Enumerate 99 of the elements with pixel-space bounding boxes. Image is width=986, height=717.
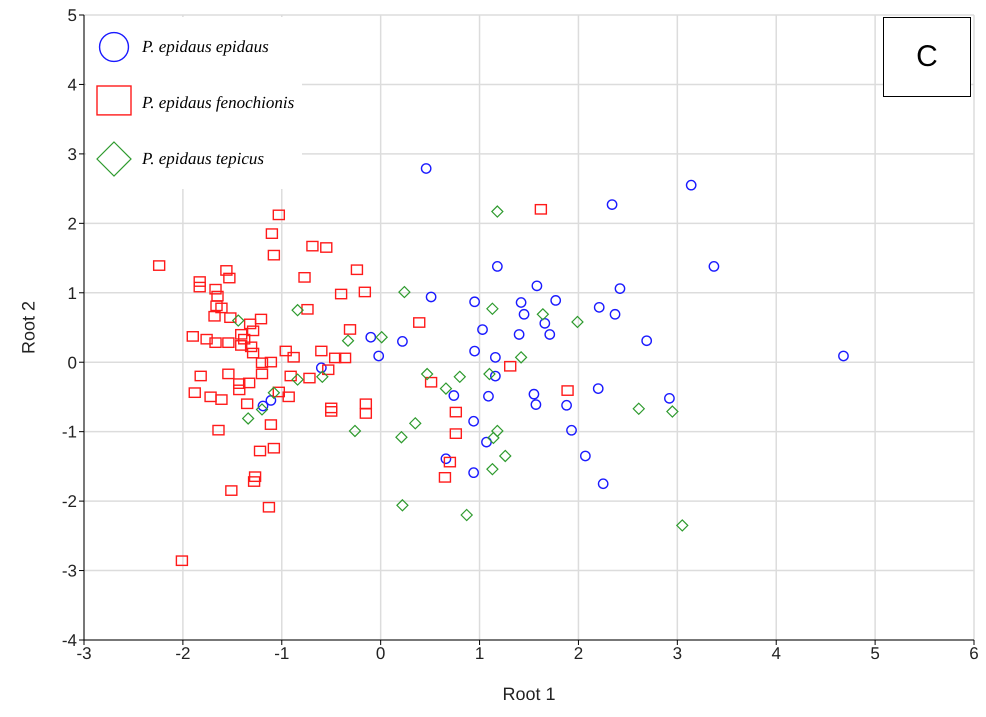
- point: [566, 424, 577, 436]
- legend-label: P. epidaus tepicus: [142, 149, 264, 169]
- point: [516, 297, 526, 308]
- y-tick-label: -1: [62, 422, 77, 442]
- y-tick-label: 1: [68, 284, 77, 303]
- legend-label: P. epidaus epidaus: [142, 37, 269, 57]
- point: [641, 335, 652, 346]
- point: [342, 334, 354, 347]
- point: [598, 478, 609, 490]
- point: [483, 390, 494, 402]
- point: [395, 431, 408, 444]
- point: [365, 332, 376, 343]
- point: [528, 388, 540, 400]
- point: [536, 308, 549, 320]
- y-tick-label: 4: [68, 75, 77, 94]
- point: [483, 368, 496, 380]
- point: [292, 304, 304, 316]
- point: [258, 400, 268, 412]
- point: [469, 346, 480, 356]
- point: [316, 370, 328, 383]
- y-tick-label: 0: [68, 353, 77, 372]
- x-tick-label: 6: [969, 644, 979, 664]
- point: [486, 302, 499, 315]
- point: [486, 463, 499, 476]
- point: [440, 453, 452, 464]
- point: [396, 499, 409, 512]
- y-tick-label: -4: [62, 631, 77, 650]
- point: [487, 432, 500, 444]
- y-tick-label: 2: [68, 214, 77, 234]
- point: [544, 329, 556, 340]
- y-tick-label: -3: [62, 562, 77, 581]
- point: [610, 308, 620, 320]
- point: [491, 424, 504, 438]
- point: [292, 373, 304, 386]
- point: [606, 199, 618, 210]
- x-tick-label: 4: [771, 644, 781, 664]
- point: [348, 424, 362, 438]
- point: [477, 324, 488, 335]
- point: [481, 436, 492, 448]
- point: [550, 295, 562, 306]
- x-tick-label: 5: [870, 644, 880, 664]
- point: [420, 163, 432, 174]
- point: [580, 450, 591, 462]
- point: [594, 302, 605, 313]
- point: [448, 390, 460, 401]
- y-tick-label: -2: [62, 492, 77, 512]
- x-tick-label: 2: [574, 644, 584, 664]
- point: [499, 450, 512, 462]
- point: [460, 508, 473, 522]
- point: [440, 382, 452, 395]
- point: [532, 280, 542, 292]
- point: [708, 261, 720, 272]
- x-tick-label: 1: [474, 644, 484, 664]
- x-tick-label: -1: [274, 644, 290, 664]
- x-axis-title: Root 1: [502, 684, 556, 704]
- point: [232, 314, 244, 327]
- point: [490, 370, 501, 382]
- point: [468, 416, 479, 427]
- point: [256, 403, 268, 416]
- point: [686, 180, 697, 191]
- point: [492, 261, 503, 272]
- point: [469, 296, 480, 308]
- point: [838, 350, 849, 362]
- y-tick-label: 5: [68, 6, 77, 26]
- point: [664, 392, 675, 404]
- point: [632, 402, 645, 415]
- x-tick-label: 3: [672, 644, 682, 664]
- point: [376, 331, 388, 344]
- point: [514, 329, 524, 340]
- point: [614, 283, 626, 294]
- point: [409, 417, 422, 430]
- point: [514, 351, 528, 364]
- point: [676, 519, 688, 532]
- point: [468, 467, 479, 478]
- point: [242, 412, 254, 425]
- point: [426, 292, 436, 302]
- annotation: C: [883, 17, 971, 97]
- x-tick-label: 0: [376, 644, 386, 664]
- x-tick-label: -2: [175, 644, 190, 664]
- y-axis-title: Root 2: [18, 300, 38, 354]
- point: [530, 399, 542, 410]
- point: [397, 336, 408, 347]
- point: [592, 383, 604, 394]
- point: [491, 205, 504, 218]
- point: [454, 370, 466, 383]
- point: [316, 362, 327, 374]
- point: [373, 350, 384, 362]
- point: [561, 400, 572, 411]
- point: [268, 386, 280, 399]
- point: [539, 318, 550, 329]
- point: [518, 308, 530, 320]
- point: [398, 286, 410, 298]
- point: [266, 395, 276, 406]
- point: [421, 368, 434, 380]
- point: [571, 316, 584, 328]
- y-tick-label: 3: [68, 144, 77, 164]
- point: [666, 405, 678, 418]
- point: [490, 352, 501, 363]
- legend-label: P. epidaus fenochionis: [142, 93, 294, 113]
